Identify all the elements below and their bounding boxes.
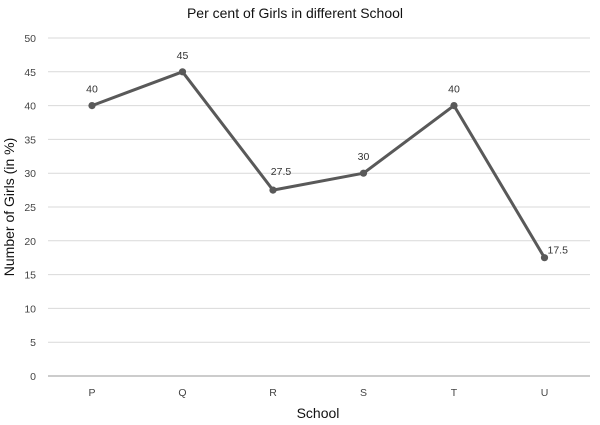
data-label-R: 27.5 xyxy=(271,166,292,178)
data-point-Q xyxy=(178,68,187,76)
x-tick-label: P xyxy=(88,387,95,399)
x-tick-label: S xyxy=(360,387,367,399)
data-label-S: 30 xyxy=(358,151,370,163)
y-tick-label: 40 xyxy=(24,101,36,113)
chart-title: Per cent of Girls in different School xyxy=(187,5,403,21)
data-label-Q: 45 xyxy=(177,50,189,62)
x-tick-label: U xyxy=(541,387,549,399)
y-tick-label: 5 xyxy=(30,337,36,349)
x-axis-label: School xyxy=(297,405,340,421)
data-point-R xyxy=(269,186,277,194)
y-tick-label: 35 xyxy=(24,134,36,146)
data-point-U xyxy=(540,254,549,262)
x-tick-label: T xyxy=(451,387,458,399)
y-tick-label: 0 xyxy=(30,371,36,383)
y-tick-label: 25 xyxy=(24,202,36,214)
series-layer xyxy=(88,68,549,262)
grid-layer xyxy=(48,37,590,343)
data-point-T xyxy=(450,102,458,110)
data-label-P: 40 xyxy=(86,84,98,96)
y-tick-label: 10 xyxy=(24,303,36,315)
y-axis-label: Number of Girls (in %) xyxy=(1,138,17,276)
data-point-P xyxy=(88,102,96,110)
data-label-T: 40 xyxy=(448,84,460,96)
data-labels: 40 45 27.5 30 40 17.5 xyxy=(86,50,568,257)
y-tick-label: 30 xyxy=(24,168,36,180)
y-tick-label: 45 xyxy=(24,67,36,79)
y-tick-label: 50 xyxy=(24,33,36,45)
x-axis-ticks: P Q R S T U xyxy=(88,387,548,399)
y-axis-ticks: 0 5 10 15 20 25 30 35 40 45 50 xyxy=(24,33,36,383)
x-tick-label: R xyxy=(269,387,277,399)
series-line xyxy=(90,70,546,260)
data-label-U: 17.5 xyxy=(548,245,569,257)
y-tick-label: 15 xyxy=(24,270,36,282)
data-point-S xyxy=(359,169,368,177)
y-tick-label: 20 xyxy=(24,236,36,248)
x-tick-label: Q xyxy=(178,387,186,399)
